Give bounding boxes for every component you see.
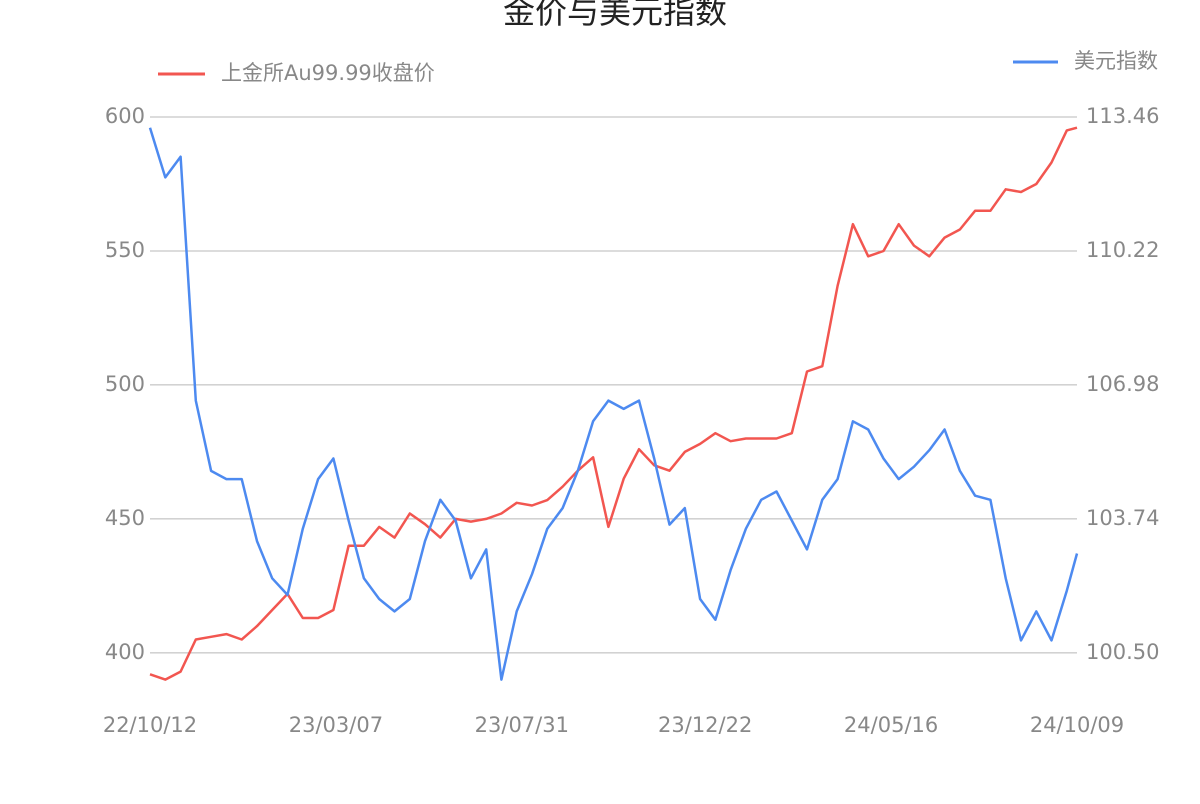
series-line: [148, 127, 1079, 681]
chart-title: 金价与美元指数: [503, 0, 727, 31]
x-tick-label: 23/12/22: [658, 713, 752, 737]
x-tick-label: 22/10/12: [103, 713, 197, 737]
y-tick-label: 450: [105, 506, 145, 530]
x-tick-label: 23/07/31: [475, 713, 569, 737]
legend-label: 美元指数: [1074, 49, 1158, 73]
x-tick-label: 24/10/09: [1030, 713, 1124, 737]
y2-tick-label: 113.46: [1086, 104, 1159, 128]
y2-tick-label: 106.98: [1086, 372, 1159, 396]
series-line: [149, 126, 1078, 681]
y-tick-label: 550: [105, 238, 145, 262]
legend-label: 上金所Au99.99收盘价: [221, 61, 435, 85]
y2-tick-label: 100.50: [1086, 640, 1159, 664]
x-tick-label: 24/05/16: [844, 713, 938, 737]
y2-tick-label: 110.22: [1086, 238, 1159, 262]
x-tick-label: 23/03/07: [289, 713, 383, 737]
y-tick-label: 600: [105, 104, 145, 128]
y-tick-label: 500: [105, 372, 145, 396]
y-tick-label: 400: [105, 640, 145, 664]
y2-tick-label: 103.74: [1086, 506, 1159, 530]
